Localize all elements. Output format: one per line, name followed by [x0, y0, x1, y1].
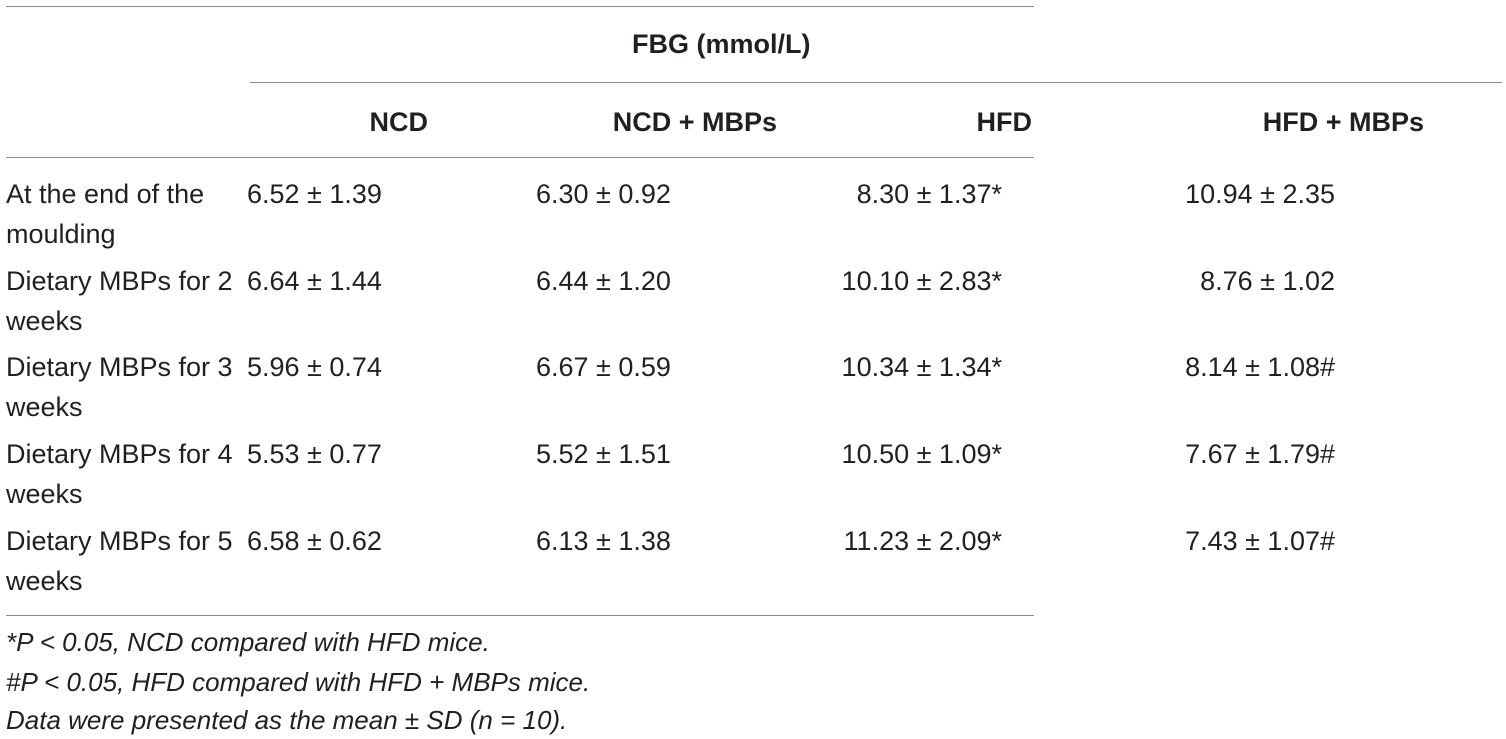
table-cell: 6.52 ± 1.39: [247, 179, 382, 209]
table-cell: 6.44 ± 1.20: [536, 266, 671, 296]
table-cell: 7.43 ± 1.07#: [1185, 526, 1335, 556]
table-cell: 5.96 ± 0.74: [247, 352, 382, 382]
row-label: At the end of the moulding: [6, 179, 205, 249]
table-cell: 8.30 ± 1.37*: [856, 179, 1002, 209]
column-header-ncd: NCD: [369, 107, 429, 137]
table-cell: 6.30 ± 0.92: [536, 179, 671, 209]
column-header-ncd-mbps: NCD + MBPs: [612, 107, 777, 137]
footnote: #P < 0.05, HFD compared with HFD + MBPs …: [6, 667, 591, 697]
footnote: Data were presented as the mean ± SD (n …: [6, 705, 568, 735]
table-cell: 11.23 ± 2.09*: [843, 526, 1002, 556]
group-header: FBG (mmol/L): [632, 29, 811, 59]
row-label: Dietary MBPs for 2 weeks: [6, 266, 233, 336]
table-cell: 6.64 ± 1.44: [247, 266, 382, 296]
column-header-rule: [6, 157, 1034, 158]
table-cell: 10.34 ± 1.34*: [841, 352, 1002, 382]
column-header-hfd: HFD: [976, 107, 1033, 137]
row-label: Dietary MBPs for 3 weeks: [6, 352, 233, 422]
table-cell: 6.58 ± 0.62: [247, 526, 382, 556]
table-cell: 7.67 ± 1.79#: [1185, 439, 1335, 469]
table-cell: 6.13 ± 1.38: [536, 526, 671, 556]
table-cell: 5.53 ± 0.77: [247, 439, 382, 469]
column-header-hfd-mbps: HFD + MBPs: [1262, 107, 1424, 137]
table-cell: 8.14 ± 1.08#: [1185, 352, 1335, 382]
top-rule: [6, 6, 1034, 7]
table-cell: 5.52 ± 1.51: [536, 439, 671, 469]
bottom-rule: [6, 615, 1034, 616]
row-label: Dietary MBPs for 4 weeks: [6, 439, 233, 509]
table-cell: 6.67 ± 0.59: [536, 352, 671, 382]
table-cell: 10.10 ± 2.83*: [841, 266, 1002, 296]
group-header-rule: [250, 82, 1502, 83]
footnote: *P < 0.05, NCD compared with HFD mice.: [6, 627, 490, 657]
table-cell: 10.50 ± 1.09*: [841, 439, 1002, 469]
table-cell: 8.76 ± 1.02: [1200, 266, 1335, 296]
table-cell: 10.94 ± 2.35: [1185, 179, 1335, 209]
row-label: Dietary MBPs for 5 weeks: [6, 526, 233, 596]
